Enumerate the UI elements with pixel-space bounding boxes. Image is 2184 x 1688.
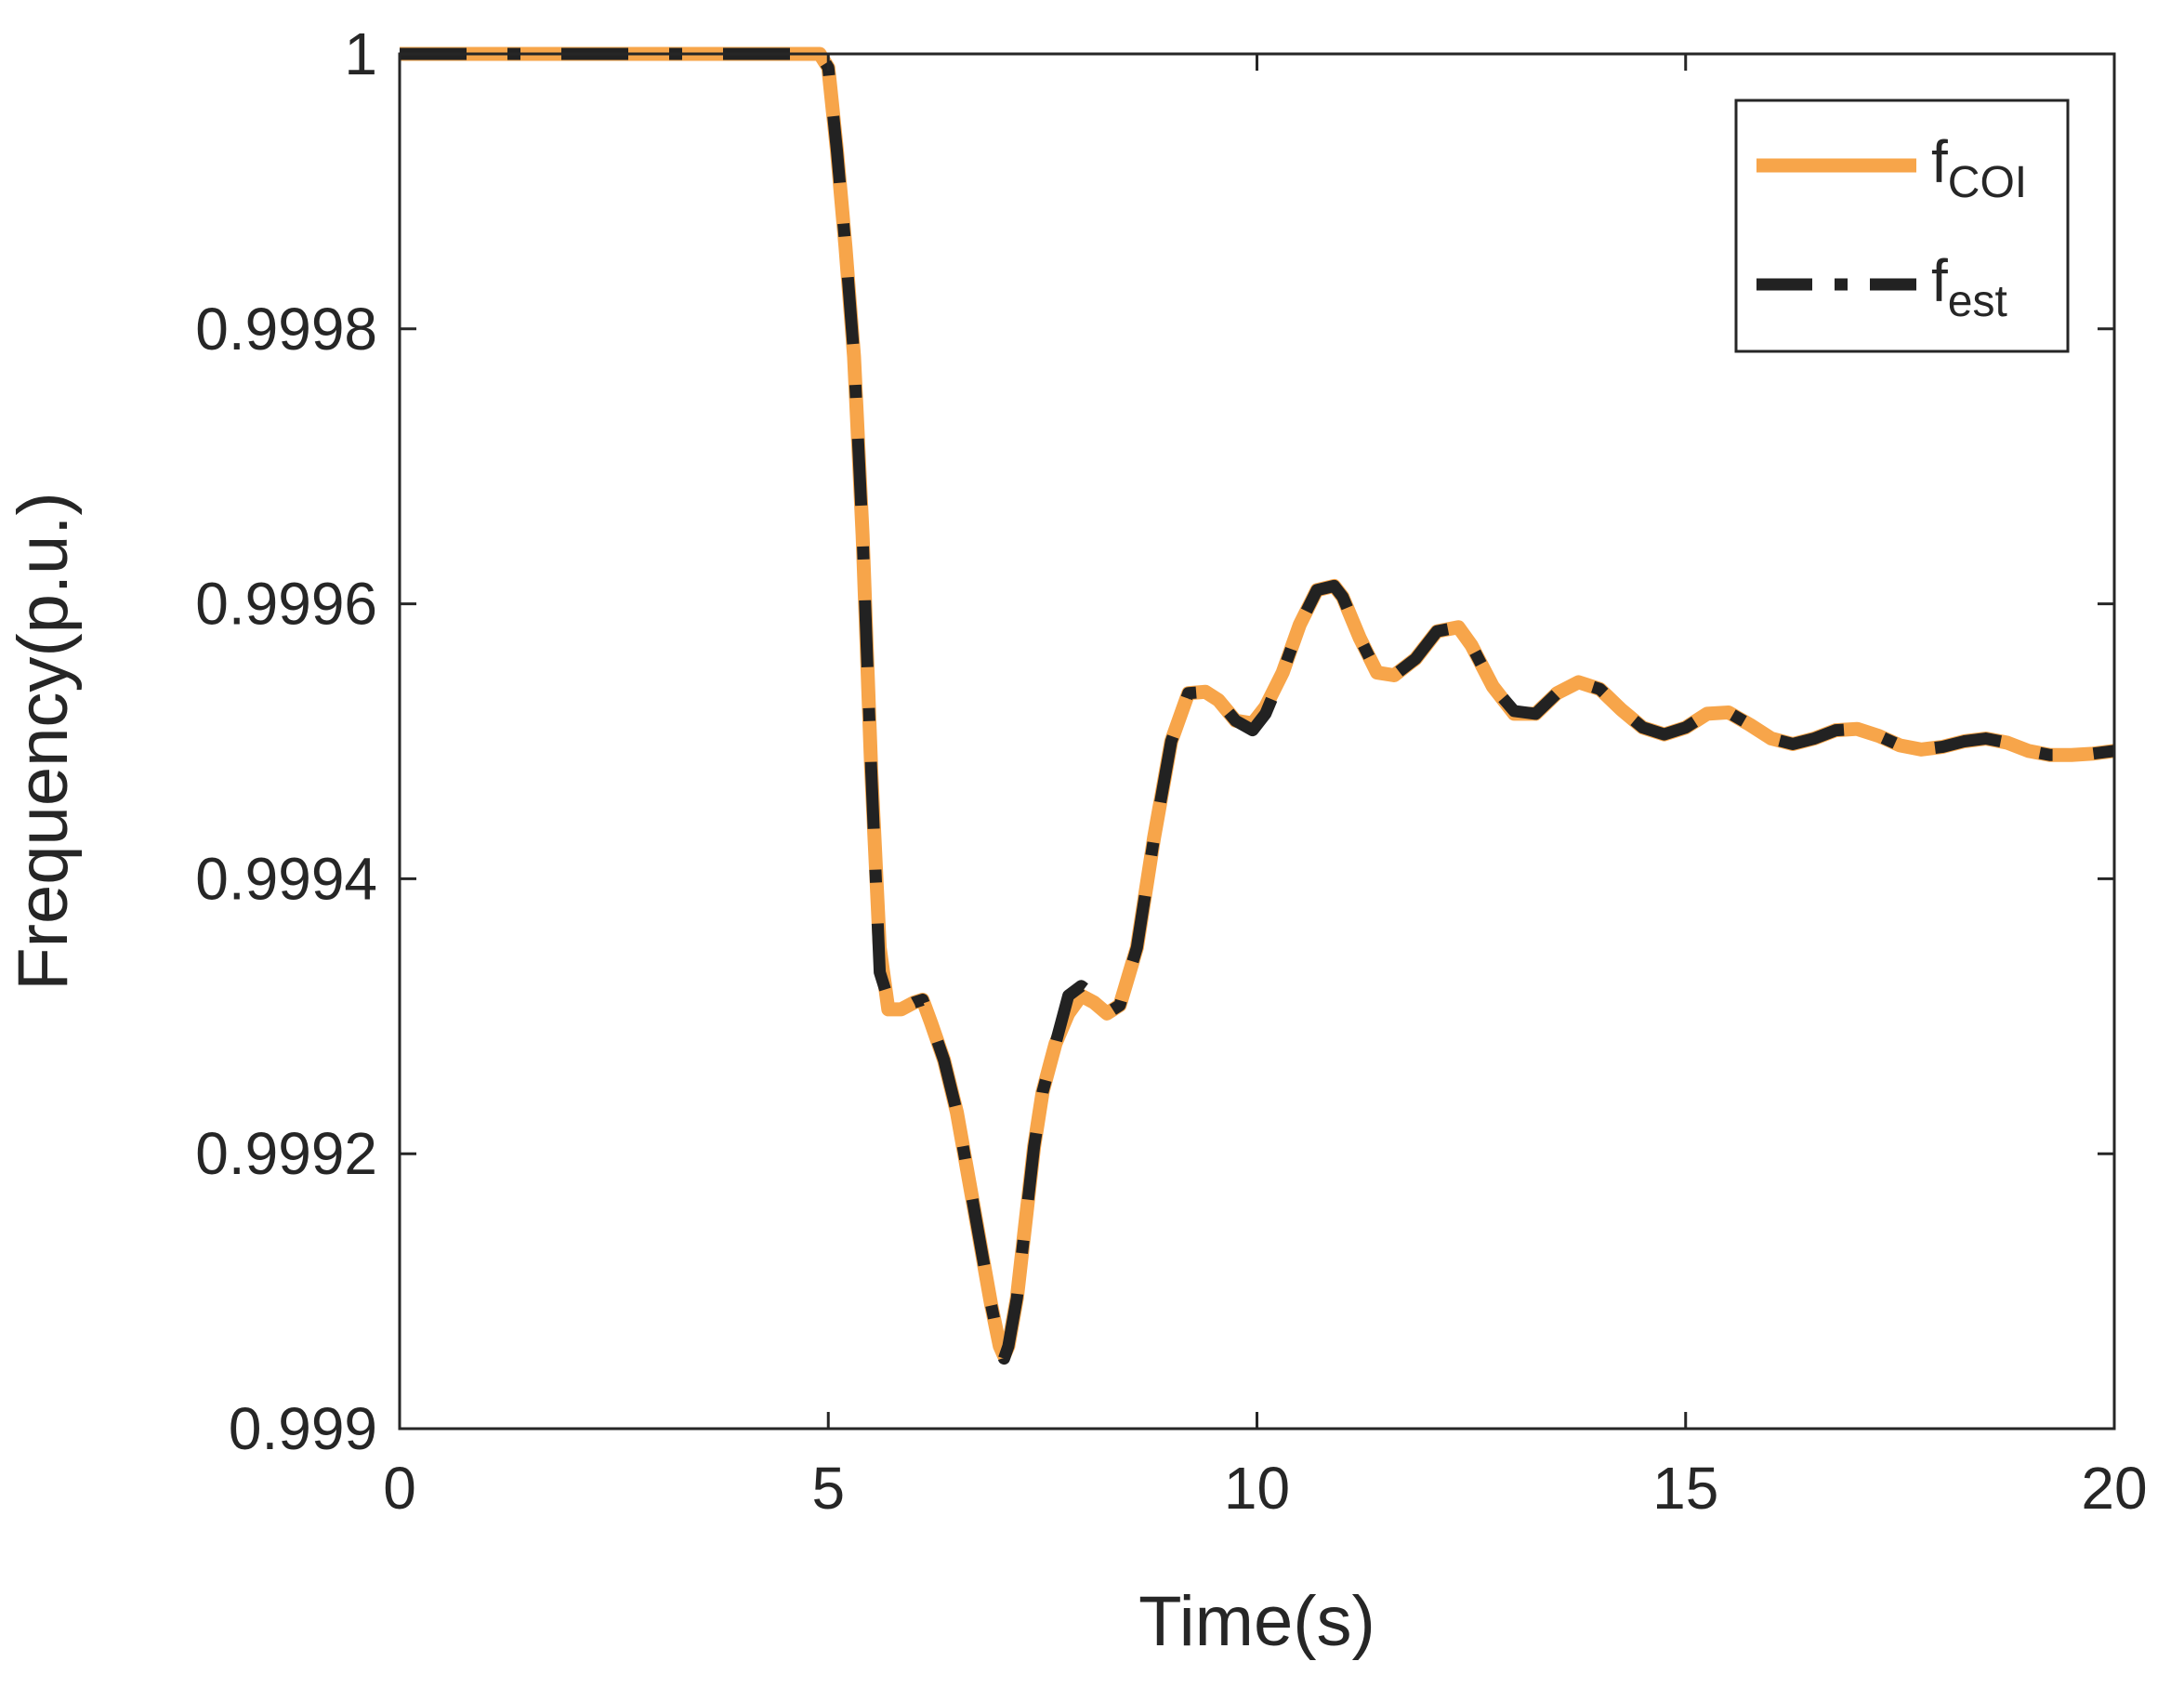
legend-label-fest-sub: est [1948,277,2007,326]
legend-label-fcoi-base: f [1931,128,1948,195]
legend-label-fest-base: f [1931,247,1948,314]
legend-box [1734,99,2070,353]
x-tick-label: 10 [1224,1455,1290,1522]
x-tick-label: 5 [811,1455,845,1522]
y-tick-label: 0.9992 [195,1120,377,1187]
series-layer [400,46,2114,1365]
x-tick-label: 15 [1652,1455,1718,1522]
x-tick-label: 0 [383,1455,416,1522]
legend: fCOI fest [1734,99,2070,353]
y-tick-label: 0.9996 [195,571,377,638]
legend-label-fcoi-sub: COI [1948,158,2027,207]
y-tick-label: 0.9998 [195,296,377,363]
legend-label-fest: fest [1931,247,2007,326]
legend-label-fcoi: fCOI [1931,128,2027,207]
y-axis-label: Frequency(p.u.) [4,492,83,990]
ticks-layer: 0 5 10 15 20 0.999 0.9992 0.9994 0.9996 0.9998 1 [195,20,2147,1522]
y-tick-label: 1 [344,20,377,87]
x-tick-label: 20 [2081,1455,2147,1522]
y-tick-label: 0.999 [229,1395,377,1462]
y-tick-label: 0.9994 [195,845,377,912]
x-axis-label: Time(s) [1138,1582,1375,1661]
series-fest-line [400,47,2114,1365]
